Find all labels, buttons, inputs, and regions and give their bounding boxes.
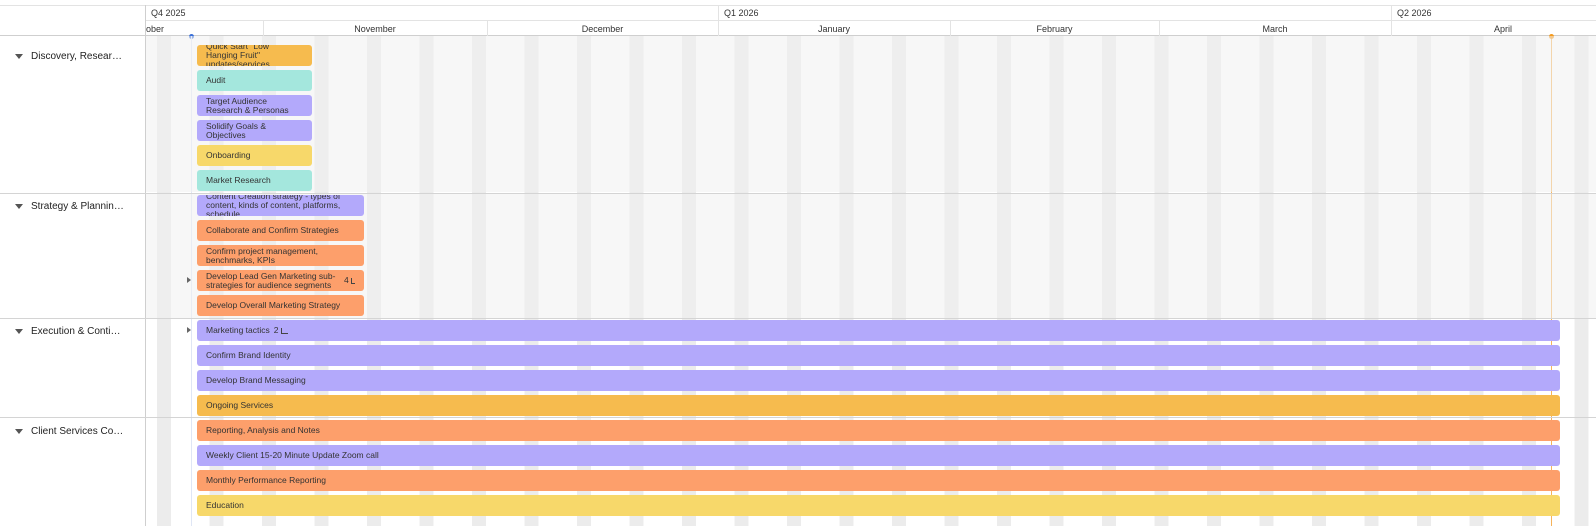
task-bar[interactable]: Target Audience Research & Personas <box>197 95 312 116</box>
group-separator <box>0 318 1596 319</box>
task-name: Develop Lead Gen Marketing sub-strategie… <box>206 270 336 290</box>
month-divider <box>263 21 264 36</box>
task-bar[interactable]: Solidify Goals & Objectives <box>197 120 312 141</box>
task-bar[interactable]: Monthly Performance Reporting <box>197 470 1560 491</box>
month-divider <box>487 21 488 36</box>
month-label: November <box>354 24 396 34</box>
task-bar[interactable]: Onboarding <box>197 145 312 166</box>
subtask-count: 2 <box>273 325 279 335</box>
header-top-border <box>0 5 1596 6</box>
task-name: Reporting, Analysis and Notes <box>206 425 320 435</box>
task-name: Develop Brand Messaging <box>206 375 306 385</box>
task-bar[interactable]: Reporting, Analysis and Notes <box>197 420 1560 441</box>
quarter-label: Q1 2026 <box>724 8 759 18</box>
month-label: January <box>817 24 851 34</box>
group-separator <box>0 417 1596 418</box>
collapse-caret[interactable] <box>15 329 23 334</box>
group-name: Strategy & Plannin… <box>31 201 124 212</box>
task-name: Weekly Client 15-20 Minute Update Zoom c… <box>206 450 379 460</box>
expand-caret[interactable] <box>187 327 191 333</box>
task-name: Audit <box>206 75 226 85</box>
task-name: Content Creation strategy - types of con… <box>206 195 341 216</box>
group-shade <box>146 194 1596 318</box>
month-divider <box>718 21 719 36</box>
task-name: Marketing tactics <box>206 325 270 335</box>
month-divider <box>1391 21 1392 36</box>
month-label: ober <box>146 24 165 34</box>
quarter-divider <box>718 5 719 20</box>
group-name: Discovery, Resear… <box>31 51 122 62</box>
month-divider <box>1159 21 1160 36</box>
month-label: March <box>1262 24 1288 34</box>
task-bar[interactable]: Marketing tactics 2 <box>197 320 1560 341</box>
group-shade <box>146 36 1596 192</box>
task-bar[interactable]: Confirm project management, benchmarks, … <box>197 245 364 266</box>
group-name: Client Services Co… <box>31 426 124 437</box>
task-name: Monthly Performance Reporting <box>206 475 327 485</box>
task-bar[interactable]: Develop Brand Messaging <box>197 370 1560 391</box>
task-name: Quick Start "Low Hanging Fruit" updates/… <box>206 45 270 66</box>
quarter-label: Q4 2025 <box>151 8 186 18</box>
month-divider <box>950 21 951 36</box>
task-bar[interactable]: Ongoing Services <box>197 395 1560 416</box>
panel-divider <box>145 5 146 526</box>
group-name: Execution & Conti… <box>31 326 121 337</box>
header-mid-border <box>146 20 1596 21</box>
header-bottom-border <box>0 35 1596 36</box>
collapse-caret[interactable] <box>15 204 23 209</box>
task-name: Confirm project management, benchmarks, … <box>206 245 318 265</box>
subtask-icon <box>280 327 288 334</box>
task-bar[interactable]: Weekly Client 15-20 Minute Update Zoom c… <box>197 445 1560 466</box>
group-separator <box>0 193 1596 194</box>
task-bar[interactable]: Education <box>197 495 1560 516</box>
task-bar[interactable]: Quick Start "Low Hanging Fruit" updates/… <box>197 45 312 66</box>
month-label: February <box>1036 24 1073 34</box>
task-bar[interactable]: Market Research <box>197 170 312 191</box>
task-name: Education <box>206 500 244 510</box>
task-bar[interactable]: Confirm Brand Identity <box>197 345 1560 366</box>
task-bar[interactable]: Content Creation strategy - types of con… <box>197 195 364 216</box>
task-name: Confirm Brand Identity <box>206 350 291 360</box>
collapse-caret[interactable] <box>15 429 23 434</box>
task-name: Ongoing Services <box>206 400 274 410</box>
task-bar[interactable]: Audit <box>197 70 312 91</box>
task-bar[interactable]: Develop Lead Gen Marketing sub-strategie… <box>197 270 364 291</box>
quarter-divider <box>1391 5 1392 20</box>
task-name: Onboarding <box>206 150 251 160</box>
collapse-caret[interactable] <box>15 54 23 59</box>
subtask-count: 4 <box>344 275 349 285</box>
expand-caret[interactable] <box>187 277 191 283</box>
task-name: Target Audience Research & Personas <box>206 95 289 115</box>
quarter-label: Q2 2026 <box>1397 8 1432 18</box>
month-label: April <box>1493 24 1512 34</box>
task-name: Develop Overall Marketing Strategy <box>206 300 341 310</box>
task-name: Collaborate and Confirm Strategies <box>206 225 339 235</box>
month-label: December <box>581 24 624 34</box>
task-bar[interactable]: Develop Overall Marketing Strategy <box>197 295 364 316</box>
task-name: Market Research <box>206 175 271 185</box>
task-name: Solidify Goals & Objectives <box>206 120 266 140</box>
task-bar[interactable]: Collaborate and Confirm Strategies <box>197 220 364 241</box>
subtask-icon <box>350 277 355 284</box>
